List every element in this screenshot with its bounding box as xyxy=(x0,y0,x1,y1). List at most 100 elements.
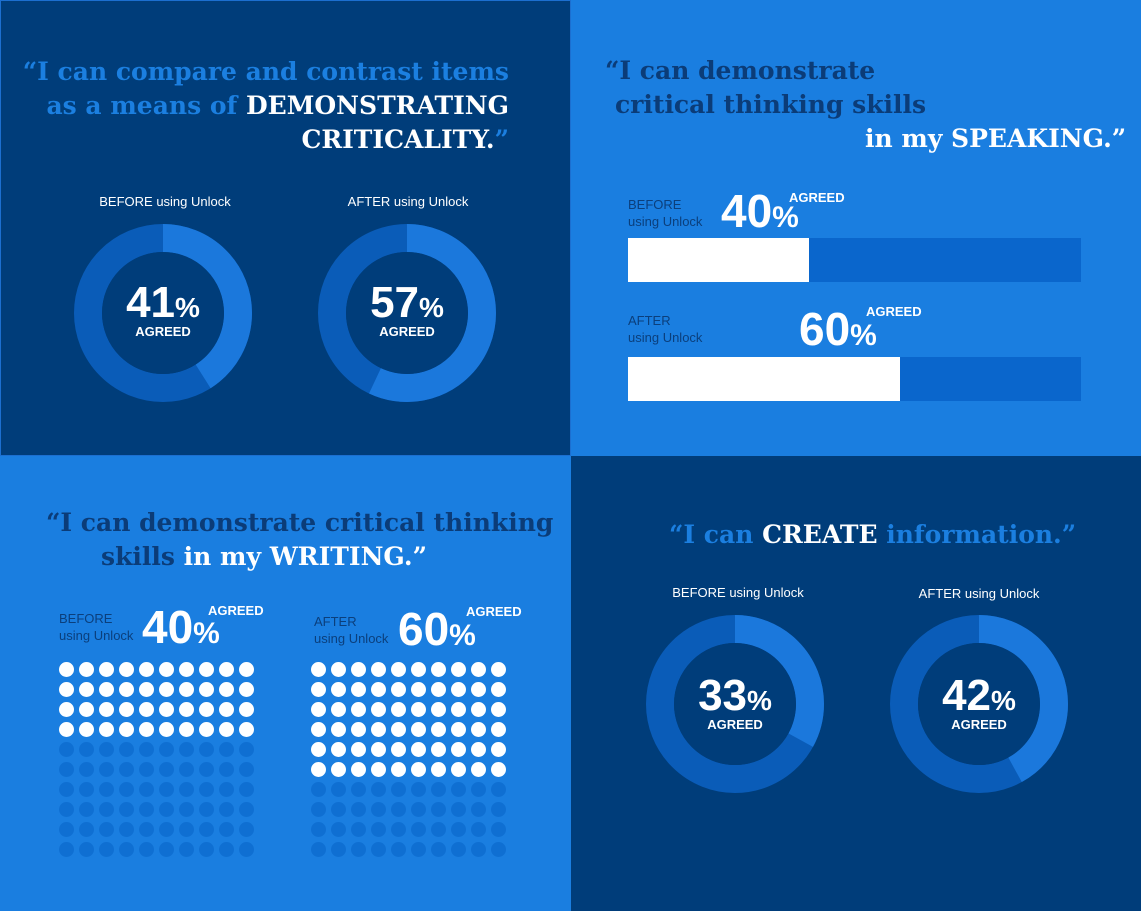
dot-empty xyxy=(59,842,74,857)
dot-empty xyxy=(99,802,114,817)
dot-empty xyxy=(99,762,114,777)
dot-empty xyxy=(451,782,466,797)
dot-empty xyxy=(59,782,74,797)
dot-empty xyxy=(491,842,506,857)
after-caption: AFTER using Unlock xyxy=(918,586,1040,601)
dot-empty xyxy=(239,762,254,777)
dot-agreed xyxy=(451,762,466,777)
dot-empty xyxy=(331,822,346,837)
dot-empty xyxy=(391,822,406,837)
quote-line-1: “I can demonstrate xyxy=(605,56,876,85)
dot-empty xyxy=(79,802,94,817)
dot-empty xyxy=(119,802,134,817)
donut-value: 41% xyxy=(126,278,200,327)
dot-empty xyxy=(371,802,386,817)
dot-agreed xyxy=(199,682,214,697)
dot-empty xyxy=(159,822,174,837)
dot-empty xyxy=(59,762,74,777)
dot-empty xyxy=(391,842,406,857)
dot-empty xyxy=(139,782,154,797)
donut-agreed-label: AGREED xyxy=(135,324,191,339)
dot-agreed xyxy=(451,722,466,737)
dot-agreed xyxy=(331,702,346,717)
dot-agreed xyxy=(371,702,386,717)
dot-agreed xyxy=(391,682,406,697)
dot-empty xyxy=(371,822,386,837)
dot-empty xyxy=(239,742,254,757)
dot-empty xyxy=(239,842,254,857)
dot-empty xyxy=(99,822,114,837)
dot-agreed xyxy=(99,682,114,697)
before-value: 40% xyxy=(721,185,799,237)
dot-agreed xyxy=(179,722,194,737)
dot-agreed xyxy=(79,702,94,717)
dot-agreed xyxy=(119,682,134,697)
dot-empty xyxy=(179,782,194,797)
dot-agreed xyxy=(371,722,386,737)
dot-empty xyxy=(79,782,94,797)
dot-empty xyxy=(371,842,386,857)
donut-after: 57% AGREED xyxy=(318,224,496,402)
dot-agreed xyxy=(391,722,406,737)
dot-empty xyxy=(311,842,326,857)
dot-agreed xyxy=(159,702,174,717)
dot-agreed xyxy=(59,682,74,697)
bar-before-fill xyxy=(628,238,810,282)
dot-agreed xyxy=(219,662,234,677)
dot-agreed xyxy=(331,682,346,697)
dot-agreed xyxy=(311,662,326,677)
dot-agreed xyxy=(179,662,194,677)
dot-empty xyxy=(471,782,486,797)
dot-agreed xyxy=(391,742,406,757)
donut-center xyxy=(674,643,796,765)
dot-empty xyxy=(331,842,346,857)
dot-agreed xyxy=(179,682,194,697)
panel-writing: “I can demonstrate critical thinking ski… xyxy=(0,456,571,911)
dot-agreed xyxy=(431,722,446,737)
donut-agreed-label: AGREED xyxy=(951,717,1007,732)
dot-agreed xyxy=(59,662,74,677)
dot-empty xyxy=(199,782,214,797)
dot-empty xyxy=(311,822,326,837)
dot-agreed xyxy=(491,682,506,697)
donut-ring xyxy=(646,615,824,793)
quote-speaking: “I can demonstrate critical thinking ski… xyxy=(605,54,926,122)
dot-empty xyxy=(219,842,234,857)
dot-agreed xyxy=(491,662,506,677)
dot-empty xyxy=(119,822,134,837)
dot-empty xyxy=(139,822,154,837)
dot-agreed xyxy=(311,682,326,697)
dot-agreed xyxy=(59,722,74,737)
dot-empty xyxy=(471,822,486,837)
dot-agreed xyxy=(371,682,386,697)
dot-agreed xyxy=(391,702,406,717)
dot-empty xyxy=(311,782,326,797)
donut-ring xyxy=(318,224,496,402)
dot-agreed xyxy=(411,762,426,777)
dot-empty xyxy=(451,802,466,817)
after-agreed: AGREED xyxy=(466,604,522,619)
dot-agreed xyxy=(351,742,366,757)
after-value: 60% xyxy=(799,303,877,355)
dot-agreed xyxy=(371,762,386,777)
dot-agreed xyxy=(139,682,154,697)
donut-value: 33% xyxy=(698,671,772,720)
dot-agreed xyxy=(239,702,254,717)
before-agreed: AGREED xyxy=(208,603,264,618)
dot-empty xyxy=(471,842,486,857)
donut-agreed-label: AGREED xyxy=(379,324,435,339)
dot-empty xyxy=(391,802,406,817)
dot-agreed xyxy=(431,742,446,757)
dot-agreed xyxy=(411,702,426,717)
dot-empty xyxy=(179,822,194,837)
dot-empty xyxy=(59,802,74,817)
after-value: 60% xyxy=(398,603,476,655)
dot-agreed xyxy=(451,662,466,677)
before-caption: BEFORE using Unlock xyxy=(672,585,804,600)
dot-agreed xyxy=(199,702,214,717)
after-caption: AFTER using Unlock xyxy=(314,614,389,646)
donut-center xyxy=(102,252,224,374)
dot-empty xyxy=(491,782,506,797)
dot-agreed xyxy=(351,682,366,697)
dot-empty xyxy=(371,782,386,797)
